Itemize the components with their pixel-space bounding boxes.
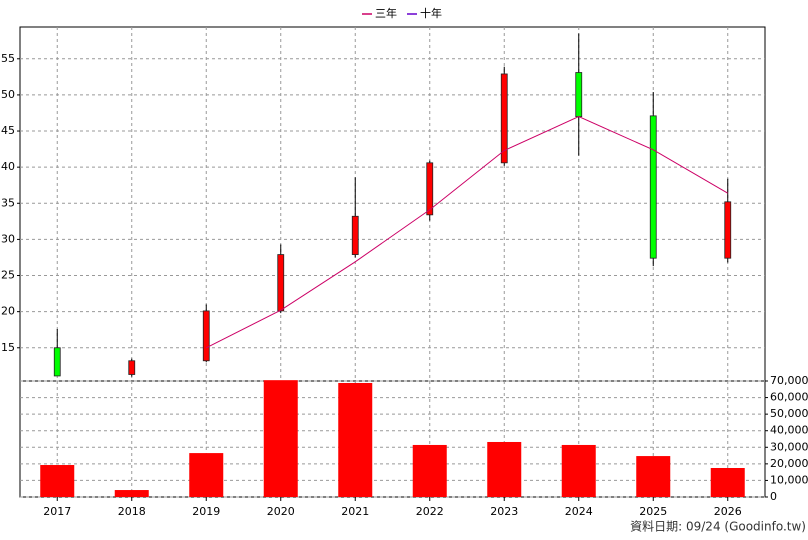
candle-body — [575, 72, 583, 117]
candle-body — [500, 73, 508, 164]
y2-tick-label: 50,000 — [770, 407, 808, 420]
x-tick-label: 2017 — [43, 505, 71, 518]
volume-bar — [189, 453, 224, 497]
candle-body — [277, 254, 285, 312]
x-tick-label: 2025 — [639, 505, 667, 518]
candle-body — [53, 347, 61, 377]
volume-bar — [561, 444, 596, 497]
y-tick-label: 40 — [1, 160, 15, 173]
volume-bar — [114, 490, 149, 497]
candle-body — [724, 201, 732, 259]
x-tick-label: 2026 — [714, 505, 742, 518]
legend-label: 十年 — [420, 6, 442, 20]
candle-body — [128, 360, 136, 375]
candle-body — [426, 162, 434, 216]
x-tick-label: 2023 — [490, 505, 518, 518]
y-tick-label: 50 — [1, 88, 15, 101]
y2-tick-label: 30,000 — [770, 440, 808, 453]
ma-line — [206, 116, 729, 349]
y-tick-label: 20 — [1, 305, 15, 318]
candle-body — [202, 310, 210, 362]
volume-bar — [710, 468, 745, 497]
y2-tick-label: 60,000 — [770, 391, 808, 404]
y-tick-label: 30 — [1, 232, 15, 245]
candle-body — [649, 115, 657, 259]
x-tick-label: 2024 — [565, 505, 593, 518]
y-tick-label: 45 — [1, 124, 15, 137]
x-tick-label: 2021 — [341, 505, 369, 518]
volume-bar — [487, 441, 522, 497]
y2-tick-label: 70,000 — [770, 374, 808, 387]
volume-bar — [263, 380, 298, 497]
legend-label: 三年 — [375, 6, 397, 20]
candle-body — [351, 215, 359, 255]
x-tick-label: 2019 — [192, 505, 220, 518]
y2-tick-label: 20,000 — [770, 457, 808, 470]
volume-bar — [412, 444, 447, 497]
volume-bar — [338, 382, 373, 497]
x-tick-label: 2020 — [267, 505, 295, 518]
source-note: 資料日期: 09/24 (Goodinfo.tw) — [630, 520, 806, 534]
y-tick-label: 35 — [1, 196, 15, 209]
volume-bar — [636, 456, 671, 497]
y2-tick-label: 0 — [770, 490, 777, 503]
y2-tick-label: 10,000 — [770, 473, 808, 486]
volume-bar — [40, 465, 75, 497]
x-tick-label: 2018 — [118, 505, 146, 518]
y-tick-label: 55 — [1, 52, 15, 65]
x-tick-label: 2022 — [416, 505, 444, 518]
y-tick-label: 15 — [1, 341, 15, 354]
y-tick-label: 25 — [1, 269, 15, 282]
y2-tick-label: 40,000 — [770, 424, 808, 437]
